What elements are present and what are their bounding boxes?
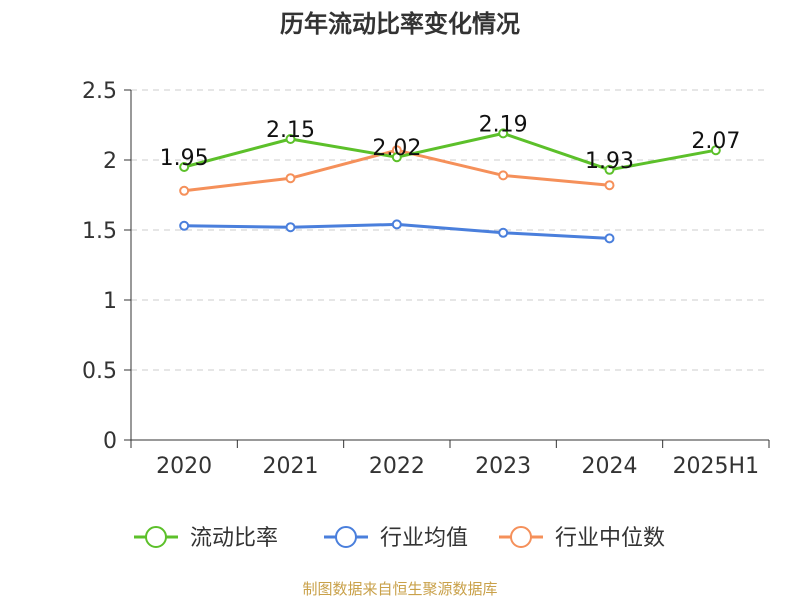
source-note: 制图数据来自恒生聚源数据库 <box>302 580 497 598</box>
y-tick-label: 2 <box>103 149 117 174</box>
data-label: 2.07 <box>691 129 740 154</box>
legend-marker <box>145 526 167 548</box>
y-tick-label: 1.5 <box>82 219 117 244</box>
x-tick-label: 2020 <box>156 454 212 479</box>
data-point <box>179 220 190 231</box>
data-label: 1.95 <box>160 146 209 171</box>
data-label: 2.19 <box>479 112 528 137</box>
data-point <box>391 152 402 163</box>
data-label: 2.15 <box>266 118 315 143</box>
legend-label: 行业中位数 <box>555 526 665 551</box>
legend: 流动比率 行业均值 行业中位数 <box>134 526 665 551</box>
data-point <box>604 164 615 175</box>
y-tick-label: 0.5 <box>82 359 117 384</box>
data-point <box>391 219 402 230</box>
legend-label: 流动比率 <box>190 526 278 551</box>
data-point <box>179 185 190 196</box>
data-point <box>179 162 190 172</box>
legend-marker <box>510 526 532 548</box>
x-tick-label: 2024 <box>582 454 638 479</box>
data-point <box>498 170 509 181</box>
data-label: 1.93 <box>585 149 634 174</box>
data-point <box>498 227 509 238</box>
chart-title: 历年流动比率变化情况 <box>280 10 520 38</box>
x-tick-label: 2021 <box>263 454 319 479</box>
x-tick-label: 2022 <box>369 454 425 479</box>
x-tick-label: 2023 <box>475 454 531 479</box>
data-point <box>498 128 509 139</box>
y-tick-label: 1 <box>103 289 117 314</box>
data-label: 2.02 <box>372 136 421 161</box>
data-point <box>285 173 296 184</box>
data-labels: 1.95 2.15 2.02 2.19 1.93 2.07 <box>160 112 741 173</box>
series-layer <box>179 128 721 244</box>
data-point <box>285 134 296 144</box>
legend-label: 行业均值 <box>380 526 468 551</box>
series-line <box>182 131 718 172</box>
axes: 0 0.5 1 1.5 2 2.5 2020 2021 2022 2023 2024 2025H1 <box>82 79 770 479</box>
y-tick-label: 2.5 <box>82 79 117 104</box>
legend-marker <box>335 526 357 548</box>
y-tick-label: 0 <box>103 429 117 454</box>
x-tick-label: 2025H1 <box>673 454 760 479</box>
data-point <box>710 145 721 156</box>
data-point <box>604 233 615 244</box>
data-point <box>285 222 296 233</box>
data-point <box>604 180 615 191</box>
